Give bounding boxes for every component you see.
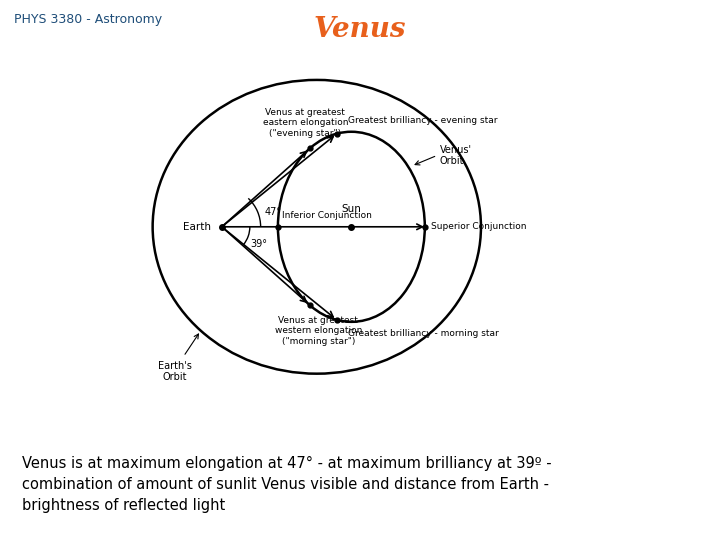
Text: Venus at greatest
western elongation
("morning star"): Venus at greatest western elongation ("m… xyxy=(275,316,362,346)
Text: Venus is at maximum elongation at 47° - at maximum brilliancy at 39º -
combinati: Venus is at maximum elongation at 47° - … xyxy=(22,456,552,514)
Text: Superior Conjunction: Superior Conjunction xyxy=(431,222,527,231)
Text: Venus'
Orbit: Venus' Orbit xyxy=(439,145,472,166)
Text: Greatest brilliancy - morning star: Greatest brilliancy - morning star xyxy=(348,329,498,338)
Text: Venus at greatest
eastern elongation
("evening star"): Venus at greatest eastern elongation ("e… xyxy=(263,108,348,138)
Text: 39°: 39° xyxy=(250,239,267,249)
Text: Earth's
Orbit: Earth's Orbit xyxy=(158,361,192,382)
Text: Venus: Venus xyxy=(314,16,406,43)
Text: Earth: Earth xyxy=(183,222,211,232)
Text: PHYS 3380 - Astronomy: PHYS 3380 - Astronomy xyxy=(14,14,163,26)
Text: 47°: 47° xyxy=(264,207,282,217)
Text: Sun: Sun xyxy=(341,204,361,214)
Text: Inferior Conjunction: Inferior Conjunction xyxy=(282,211,372,220)
Text: Greatest brilliancy - evening star: Greatest brilliancy - evening star xyxy=(348,116,497,125)
